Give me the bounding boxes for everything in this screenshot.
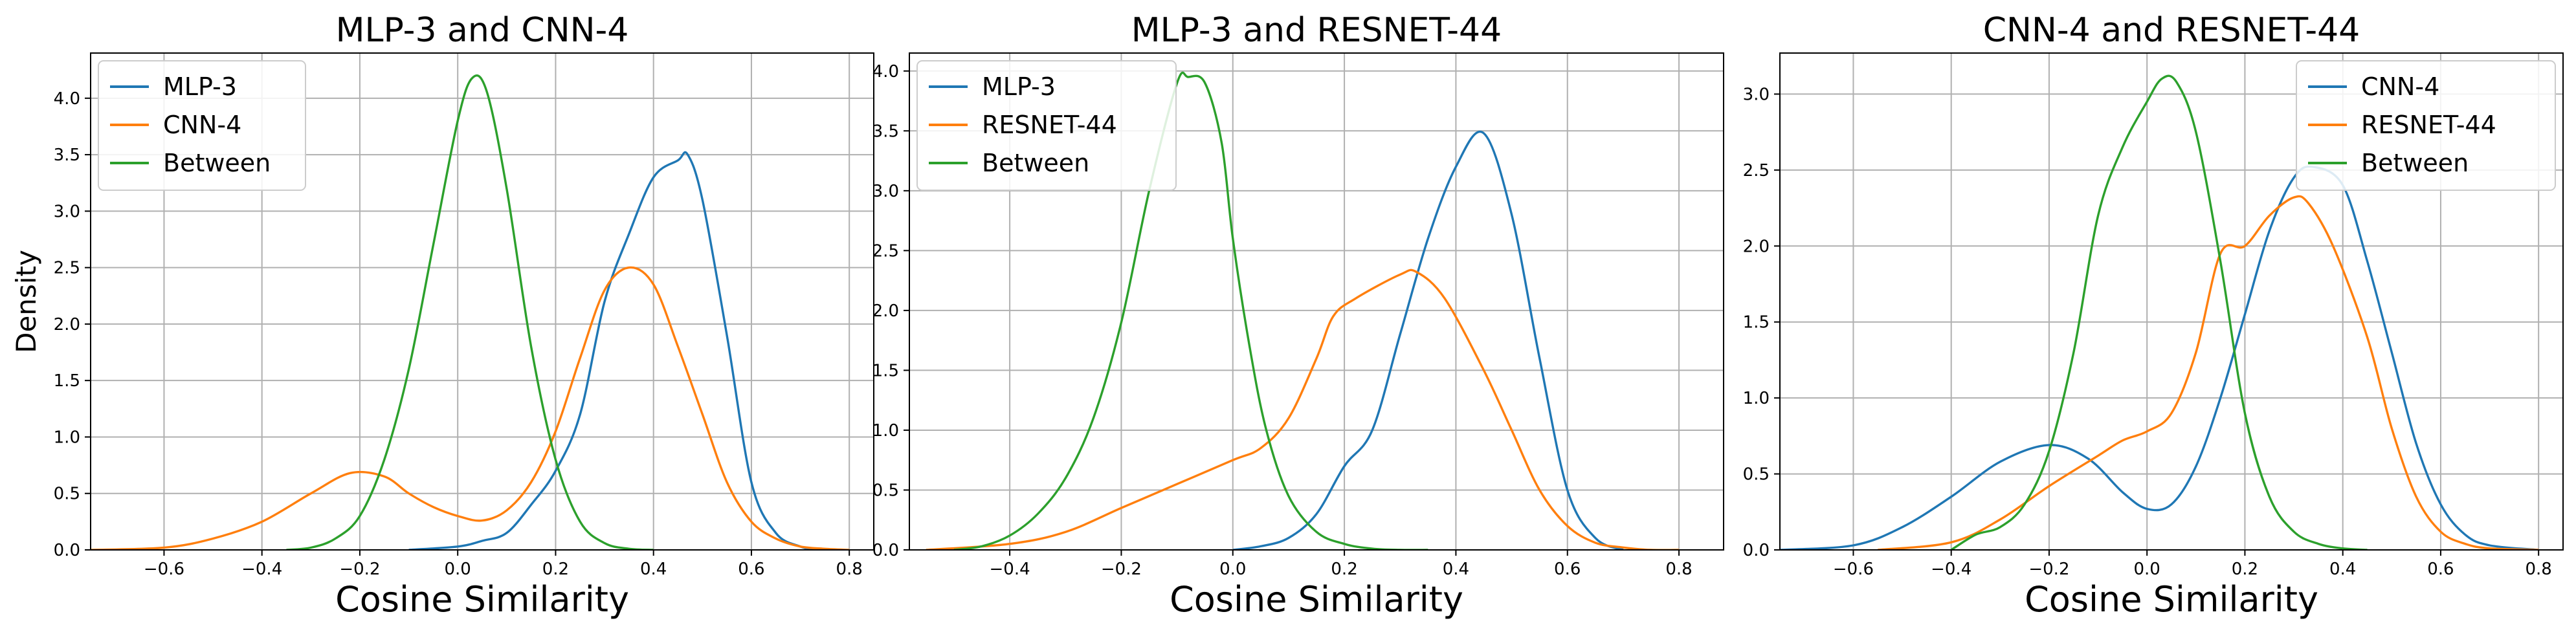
x-tick-label: −0.6	[1833, 560, 1874, 579]
legend: CNN-4 RESNET-44 Between	[2296, 60, 2556, 191]
x-tick-label: 0.8	[1665, 560, 1692, 579]
series-line-between	[1950, 74, 2368, 550]
x-tick-label: 0.4	[2329, 560, 2356, 579]
x-tick-label: −0.2	[1101, 560, 1142, 579]
y-tick-label: 1.0	[872, 421, 899, 441]
x-tick-label: 0.4	[640, 560, 667, 579]
y-tick-label: 0.0	[54, 541, 80, 560]
x-tick-label: 0.6	[2427, 560, 2454, 579]
legend: MLP-3 RESNET-44 Between	[916, 60, 1177, 191]
y-tick-label: 1.5	[1743, 313, 1770, 333]
y-tick-label: 4.0	[872, 62, 899, 82]
chart-panel-3: −0.6 −0.4 −0.2 0.0 0.2 0.4 0.6 0.8 0.0 0.5 1.0 1.5 2…	[1743, 11, 2564, 620]
legend-label: RESNET-44	[2361, 111, 2496, 139]
series-line-resnet-44	[1878, 195, 2539, 550]
legend-label: MLP-3	[982, 72, 1056, 101]
x-tick-label: 0.6	[738, 560, 764, 579]
x-tick-label: −0.6	[144, 560, 184, 579]
y-tick-label: 3.5	[872, 122, 899, 141]
axes-frame	[1779, 52, 2564, 551]
series-line-between	[953, 71, 1428, 550]
legend-box	[916, 60, 1177, 191]
legend-label: RESNET-44	[982, 111, 1117, 139]
x-tick-label: −0.4	[241, 560, 282, 579]
legend-label: Between	[163, 149, 271, 177]
x-tick-label: 0.8	[836, 560, 863, 579]
legend-label: CNN-4	[2361, 72, 2439, 101]
series-group	[1780, 74, 2539, 550]
y-axis-label: Density	[10, 250, 42, 353]
y-tick-label: 3.0	[54, 202, 80, 221]
series-line-between	[286, 74, 654, 550]
x-tick-label: −0.2	[2028, 560, 2069, 579]
x-tick-label: 0.0	[2134, 560, 2160, 579]
legend-label: Between	[982, 149, 1089, 177]
x-axis-label: Cosine Similarity	[335, 579, 629, 620]
axes-frame	[90, 52, 874, 551]
chart-title: MLP-3 and CNN-4	[336, 11, 629, 50]
y-tick-label: 0.5	[54, 485, 80, 504]
y-tick-label: 2.5	[1743, 161, 1770, 180]
series-line-resnet-44	[926, 268, 1680, 550]
y-tick-label: 2.0	[54, 315, 80, 334]
legend-label: MLP-3	[163, 72, 237, 101]
y-tick-label: 0.5	[1743, 465, 1770, 485]
y-tick-label: 1.5	[54, 371, 80, 391]
legend-label: CNN-4	[163, 111, 241, 139]
x-tick-label: 0.4	[1443, 560, 1469, 579]
chart-title: MLP-3 and RESNET-44	[1131, 11, 1502, 50]
series-line-mlp-3	[1232, 131, 1624, 550]
x-tick-label: 0.0	[1219, 560, 1246, 579]
x-tick-label: −0.4	[990, 560, 1030, 579]
x-tick-label: 0.0	[445, 560, 471, 579]
legend-label: Between	[2361, 149, 2469, 177]
series-line-mlp-3	[408, 151, 816, 550]
x-tick-label: 0.2	[542, 560, 569, 579]
series-group	[926, 71, 1680, 550]
y-tick-label: 2.0	[1743, 237, 1770, 256]
y-tick-label: 3.0	[1743, 85, 1770, 104]
x-tick-label: 0.2	[1331, 560, 1357, 579]
y-tick-label: 0.0	[872, 541, 899, 560]
y-tick-label: 0.5	[872, 481, 899, 500]
x-tick-label: −0.2	[339, 560, 380, 579]
x-tick-label: 0.2	[2232, 560, 2258, 579]
y-tick-label: 3.5	[54, 146, 80, 165]
y-tick-label: 3.0	[872, 182, 899, 201]
legend: MLP-3 CNN-4 Between	[98, 60, 306, 191]
chart-panel-2: −0.4 −0.2 0.0 0.2 0.4 0.6 0.8 0.0 0.5 1.0 1.5 2.0 2.…	[872, 11, 1724, 620]
chart-title: CNN-4 and RESNET-44	[1983, 11, 2360, 50]
series-line-cnn-4	[91, 266, 850, 550]
x-axis-label: Cosine Similarity	[1170, 579, 1463, 620]
legend-box	[98, 60, 306, 191]
y-tick-label: 4.0	[54, 89, 80, 109]
y-tick-label: 0.0	[1743, 541, 1770, 560]
y-tick-label: 2.5	[872, 241, 899, 261]
x-tick-label: 0.8	[2526, 560, 2552, 579]
x-tick-label: 0.6	[1554, 560, 1581, 579]
axes-frame	[909, 52, 1724, 551]
y-tick-label: 1.0	[54, 428, 80, 447]
series-line-cnn-4	[1780, 165, 2539, 550]
x-axis-label: Cosine Similarity	[2025, 579, 2318, 620]
series-group	[91, 74, 850, 550]
legend-box	[2296, 60, 2556, 191]
x-tick-label: −0.4	[1931, 560, 1971, 579]
y-tick-label: 2.0	[872, 301, 899, 321]
chart-panel-1: −0.6 −0.4 −0.2 0.0 0.2 0.4 0.6 0.8 0.0 0.5 1.0 1.5 2…	[10, 11, 874, 620]
y-tick-label: 2.5	[54, 259, 80, 278]
y-tick-label: 1.5	[872, 361, 899, 380]
y-tick-label: 1.0	[1743, 389, 1770, 408]
